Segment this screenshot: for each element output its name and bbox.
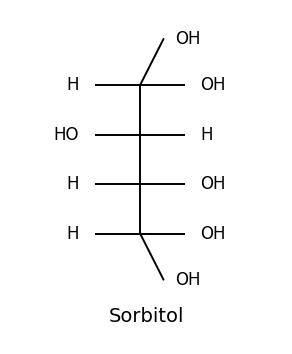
Text: H: H (200, 126, 213, 143)
Text: OH: OH (200, 225, 225, 242)
Text: HO: HO (53, 126, 79, 143)
Text: OH: OH (200, 175, 225, 193)
Text: H: H (66, 76, 79, 94)
Text: Sorbitol: Sorbitol (108, 307, 184, 326)
Text: H: H (66, 175, 79, 193)
Text: OH: OH (200, 76, 225, 94)
Text: H: H (66, 225, 79, 242)
Text: OH: OH (175, 271, 201, 289)
Text: OH: OH (175, 30, 201, 48)
